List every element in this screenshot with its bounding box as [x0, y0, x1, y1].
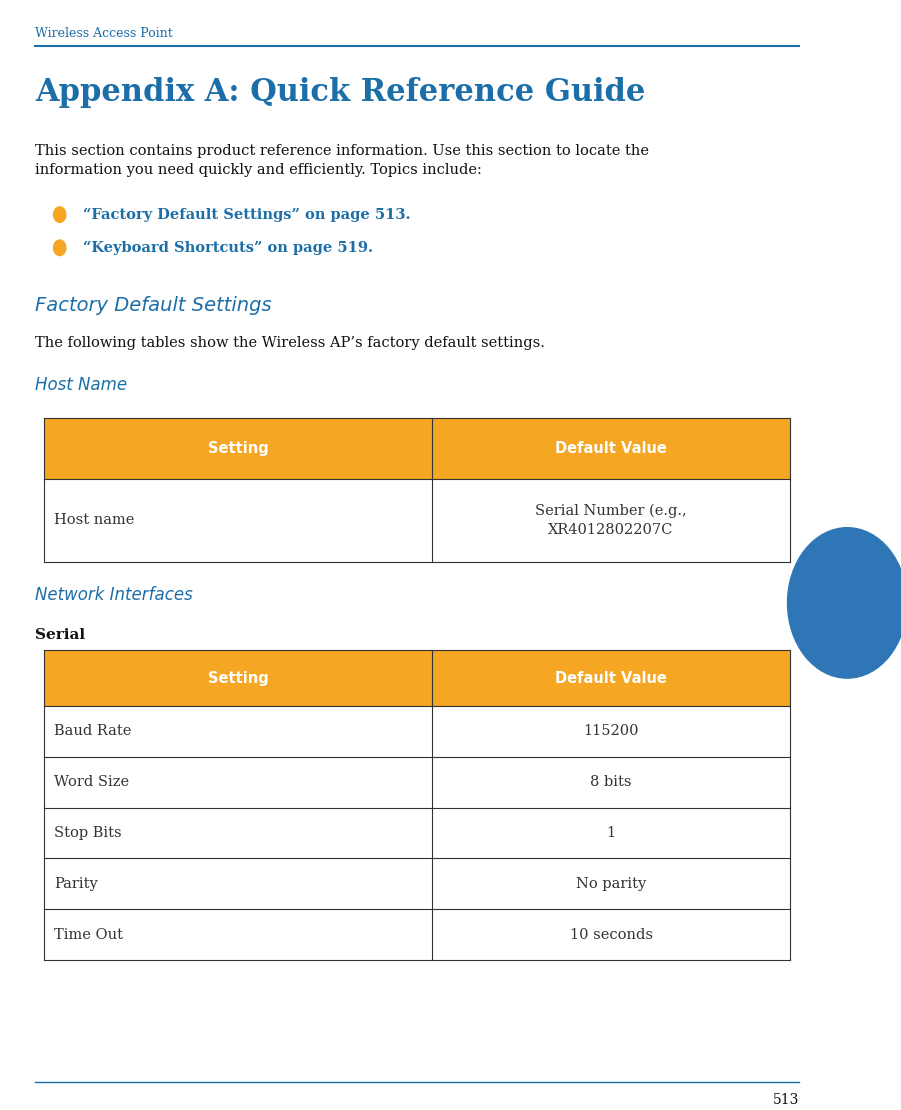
- FancyBboxPatch shape: [432, 418, 790, 480]
- Text: 10 seconds: 10 seconds: [569, 928, 652, 941]
- Text: “Factory Default Settings” on page 513.: “Factory Default Settings” on page 513.: [84, 208, 411, 222]
- Text: Wireless Access Point: Wireless Access Point: [35, 27, 173, 40]
- Text: “Keyboard Shortcuts” on page 519.: “Keyboard Shortcuts” on page 519.: [84, 241, 373, 255]
- FancyBboxPatch shape: [44, 480, 432, 562]
- Circle shape: [53, 206, 66, 222]
- Text: Baud Rate: Baud Rate: [54, 724, 132, 738]
- Text: Host Name: Host Name: [35, 376, 127, 394]
- Text: Stop Bits: Stop Bits: [54, 826, 122, 840]
- Text: Appendix A: Quick Reference Guide: Appendix A: Quick Reference Guide: [35, 78, 645, 109]
- Text: Time Out: Time Out: [54, 928, 123, 941]
- FancyBboxPatch shape: [432, 909, 790, 960]
- Text: Word Size: Word Size: [54, 775, 130, 789]
- Text: Default Value: Default Value: [555, 670, 667, 686]
- Circle shape: [53, 240, 66, 255]
- FancyBboxPatch shape: [44, 650, 432, 706]
- Text: 8 bits: 8 bits: [590, 775, 632, 789]
- FancyBboxPatch shape: [44, 909, 432, 960]
- FancyBboxPatch shape: [44, 757, 432, 808]
- FancyBboxPatch shape: [432, 706, 790, 757]
- Text: Serial: Serial: [35, 628, 86, 643]
- FancyBboxPatch shape: [44, 706, 432, 757]
- FancyBboxPatch shape: [432, 480, 790, 562]
- Text: Parity: Parity: [54, 877, 98, 891]
- FancyBboxPatch shape: [432, 808, 790, 858]
- Circle shape: [787, 527, 901, 678]
- FancyBboxPatch shape: [432, 757, 790, 808]
- Text: Network Interfaces: Network Interfaces: [35, 586, 193, 604]
- Text: No parity: No parity: [576, 877, 646, 891]
- Text: 513: 513: [772, 1093, 799, 1107]
- Text: Serial Number (e.g.,
XR4012802207C: Serial Number (e.g., XR4012802207C: [535, 504, 687, 537]
- Text: Setting: Setting: [207, 670, 268, 686]
- Text: Host name: Host name: [54, 514, 135, 527]
- FancyBboxPatch shape: [44, 858, 432, 909]
- FancyBboxPatch shape: [44, 418, 432, 480]
- Text: 115200: 115200: [583, 724, 639, 738]
- FancyBboxPatch shape: [432, 650, 790, 706]
- FancyBboxPatch shape: [44, 808, 432, 858]
- Text: Default Value: Default Value: [555, 441, 667, 456]
- Text: Factory Default Settings: Factory Default Settings: [35, 296, 272, 315]
- Text: Setting: Setting: [207, 441, 268, 456]
- Text: This section contains product reference information. Use this section to locate : This section contains product reference …: [35, 144, 649, 178]
- Text: 1: 1: [606, 826, 615, 840]
- FancyBboxPatch shape: [432, 858, 790, 909]
- Text: The following tables show the Wireless AP’s factory default settings.: The following tables show the Wireless A…: [35, 336, 545, 351]
